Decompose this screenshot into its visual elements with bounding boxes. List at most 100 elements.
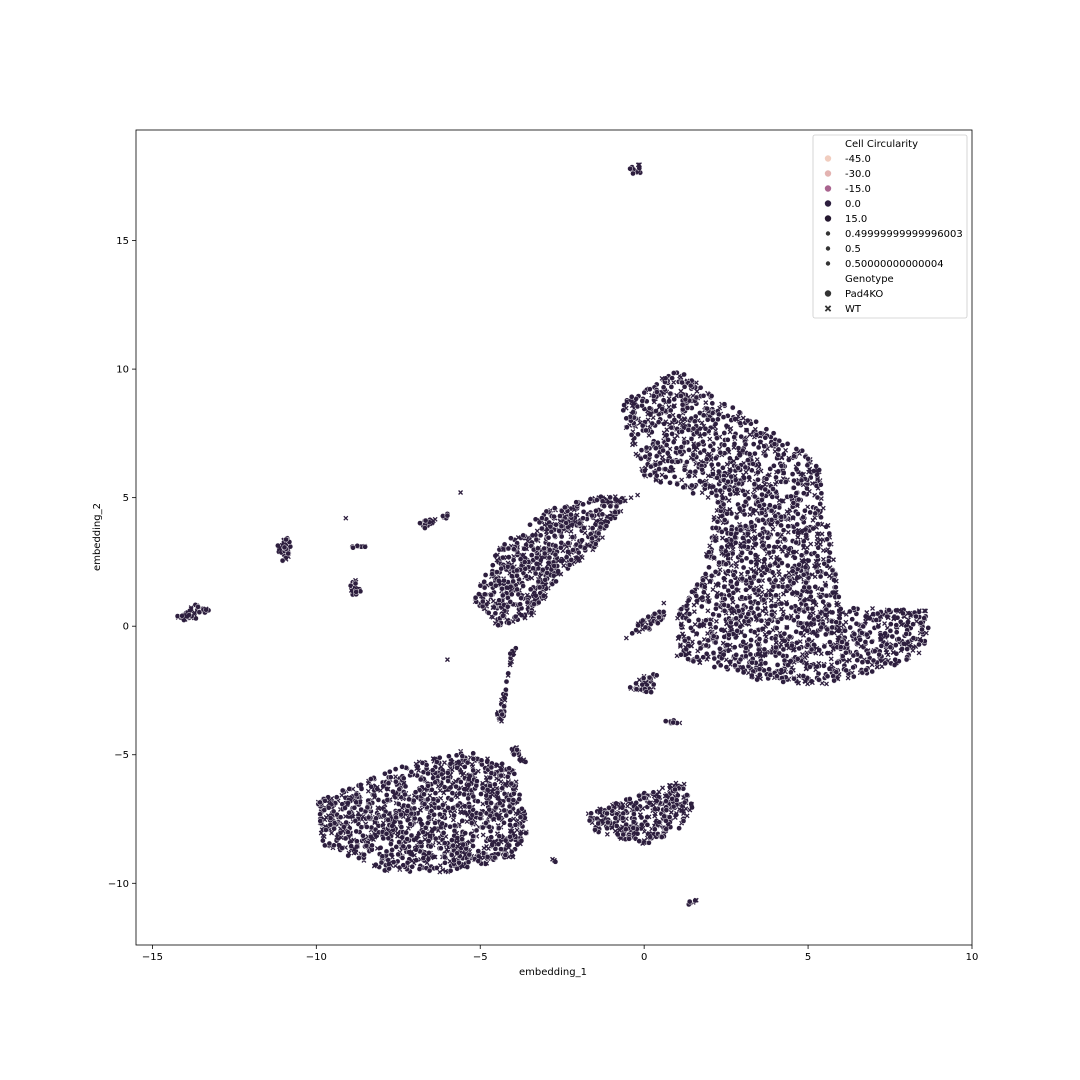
scatter-point [763,476,770,482]
scatter-point [533,536,540,543]
scatter-point [824,673,831,680]
scatter-point [735,608,742,614]
scatter-point-x [689,639,695,645]
scatter-point [666,814,673,821]
scatter-point [750,441,757,447]
scatter-point [492,582,499,589]
scatter-point-x [820,556,826,562]
scatter-point [893,622,900,628]
scatter-point [641,389,648,396]
scatter-point [814,494,821,501]
scatter-point [718,544,725,551]
scatter-point [708,572,715,579]
scatter-point [710,633,717,640]
scatter-point [508,780,515,787]
scatter-point [759,491,765,498]
scatter-point-x [705,654,711,660]
scatter-point [797,620,804,627]
scatter-point [746,451,753,457]
scatter-point [628,393,635,400]
scatter-point [753,418,759,425]
scatter-point [713,525,719,531]
scatter-point [823,570,829,577]
scatter-point [522,565,529,572]
scatter-point [793,628,800,635]
scatter-point [758,510,765,516]
scatter-point [761,443,768,450]
scatter-point [531,601,537,607]
scatter-point [742,441,749,448]
scatter-point [386,768,393,775]
scatter-point [667,390,674,397]
scatter-point [740,564,747,571]
scatter-point [496,833,503,840]
scatter-point [489,562,496,569]
scatter-point [322,797,328,804]
scatter-point [743,645,749,651]
scatter-point [470,833,476,840]
scatter-point [774,531,781,538]
scatter-point [865,650,872,657]
scatter-point [537,532,544,539]
scatter-point [748,559,754,565]
scatter-point-x [874,664,880,670]
scatter-point [749,523,756,530]
scatter-point [716,559,722,566]
scatter-point [498,565,505,572]
scatter-point [795,496,802,503]
scatter-point [887,621,894,627]
scatter-point [766,549,773,556]
scatter-point [837,644,844,650]
scatter-point [448,796,455,803]
scatter-point [477,810,484,817]
scatter-point [783,479,789,485]
scatter-point [812,510,819,517]
scatter-point-x [692,622,698,627]
scatter-point [429,767,436,774]
scatter-point [552,542,559,549]
scatter-point [733,652,740,658]
scatter-point [724,510,730,517]
scatter-point [824,536,830,543]
scatter-point [794,656,801,662]
scatter-point [720,464,726,471]
scatter-point [703,456,710,463]
scatter-point [686,617,692,624]
scatter-point [742,498,749,505]
scatter-point [388,841,394,847]
scatter-point [407,821,414,827]
scatter-point [770,486,776,492]
scatter-point-x [727,466,733,472]
scatter-point [655,419,662,425]
scatter-point [649,420,656,427]
scatter-point [421,801,428,808]
scatter-point [919,626,925,633]
scatter-point [688,482,695,489]
scatter-point [791,484,797,491]
scatter-point [800,514,807,521]
scatter-point [727,619,734,626]
scatter-point [779,442,786,449]
scatter-point [398,811,405,818]
scatter-point [849,616,856,623]
scatter-point [685,656,691,662]
scatter-point [824,626,831,633]
scatter-point [762,434,769,441]
scatter-point [527,521,533,528]
scatter-point [403,829,410,836]
scatter-point-x [763,634,769,640]
scatter-point [870,657,877,664]
scatter-point [678,444,685,450]
scatter-point [749,659,755,666]
scatter-point [823,592,830,599]
scatter-point [501,819,507,826]
scatter-point [702,571,709,577]
scatter-point-x [741,668,747,674]
scatter-point [738,433,745,440]
scatter-point [795,461,802,467]
scatter-point [842,627,848,634]
scatter-point-x [779,532,785,538]
scatter-point [646,386,653,393]
scatter-point [539,515,545,521]
scatter-point [835,594,842,600]
